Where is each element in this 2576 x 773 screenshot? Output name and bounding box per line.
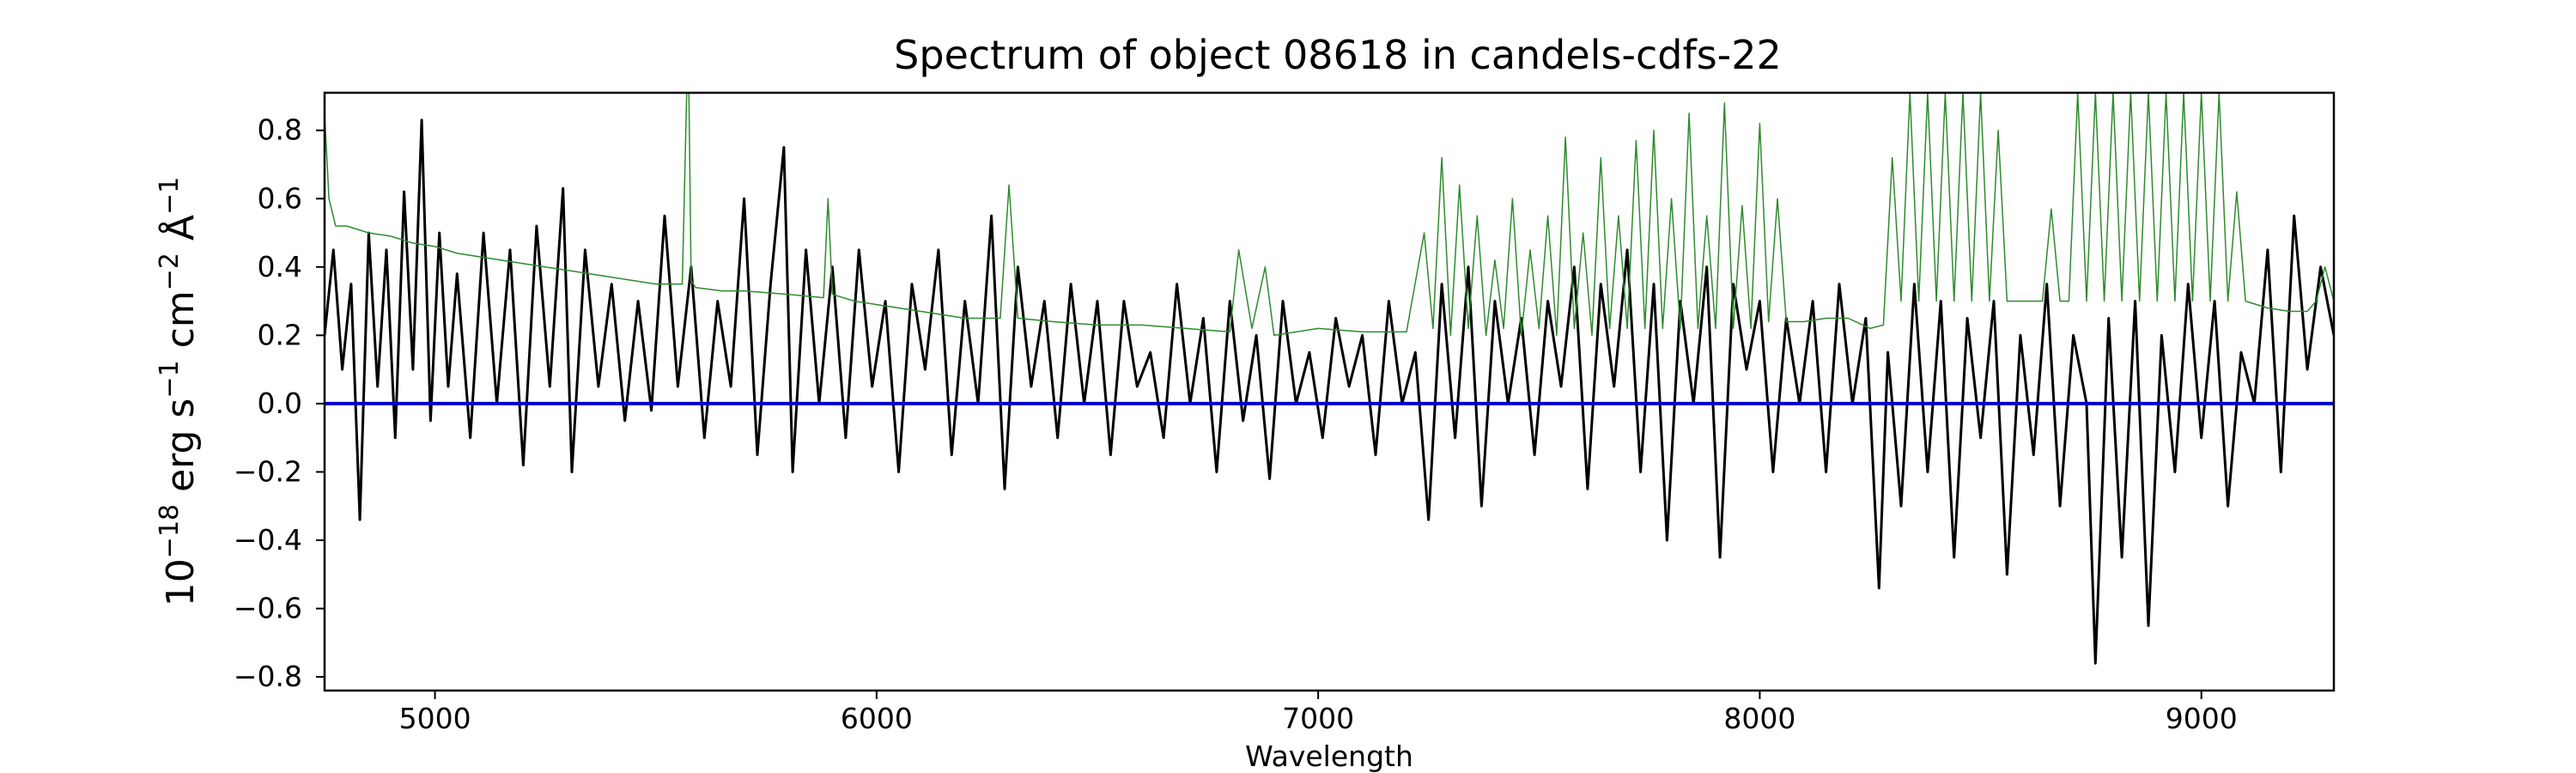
x-axis: 5000 6000 7000 8000 9000 [399,691,2238,735]
x-tick-label: 7000 [1282,702,1354,735]
y-axis-label-exp2: −1 [155,360,185,398]
x-tick-label: 8000 [1723,702,1795,735]
y-axis-label-base: 10 [159,558,203,606]
y-axis-label-unit1: erg s [159,399,203,504]
y-tick-label: 0.6 [258,181,302,215]
y-axis-label: 10−18 erg s−1 cm−2 Å−1 [155,177,203,606]
y-axis-label-exp1: −18 [155,504,185,558]
x-tick-label: 5000 [399,702,471,735]
y-axis: 0.8 0.6 0.4 0.2 0.0 −0.2 −0.4 −0.6 −0.8 [234,113,325,693]
y-tick-label: 0.0 [258,386,302,420]
y-tick-label: −0.8 [234,660,302,693]
y-axis-label-exp3: −2 [155,253,185,290]
y-tick-label: −0.4 [234,523,302,557]
x-axis-label: Wavelength [1245,740,1413,773]
series-layer [325,93,2334,665]
x-tick-label: 6000 [841,702,913,735]
series-error-line [325,93,2334,337]
y-tick-label: −0.2 [234,454,302,488]
y-axis-label-unit2: cm [159,290,203,360]
chart-title: Spectrum of object 08618 in candels-cdfs… [894,32,1782,78]
y-tick-label: −0.6 [234,592,302,625]
y-tick-label: 0.8 [258,113,302,147]
x-tick-label: 9000 [2166,702,2238,735]
y-axis-label-unit3: Å [157,215,203,253]
plot-frame [323,91,2336,692]
y-axis-label-exp4: −1 [155,177,185,215]
y-tick-label: 0.2 [258,318,302,351]
y-tick-label: 0.4 [258,250,302,283]
